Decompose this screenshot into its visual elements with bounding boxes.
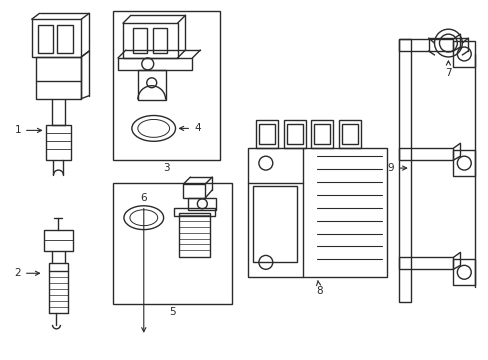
Text: 5: 5 <box>169 307 176 317</box>
Bar <box>48 264 68 271</box>
Text: 6: 6 <box>140 193 147 332</box>
Text: 9: 9 <box>387 163 406 173</box>
Bar <box>38 25 53 53</box>
Bar <box>36 57 81 99</box>
Bar <box>32 19 81 57</box>
Bar <box>138 70 165 100</box>
Text: 3: 3 <box>163 163 169 173</box>
Bar <box>247 148 386 277</box>
Bar <box>152 28 166 53</box>
Bar <box>255 121 277 148</box>
Bar <box>178 213 210 257</box>
Bar <box>452 41 474 67</box>
Bar <box>452 260 474 285</box>
Bar <box>173 208 215 216</box>
Bar <box>314 125 330 144</box>
Bar <box>113 183 232 304</box>
Bar <box>113 11 220 160</box>
Text: 1: 1 <box>15 125 41 135</box>
Bar <box>57 25 73 53</box>
Bar <box>311 121 333 148</box>
Bar <box>452 150 474 176</box>
Bar <box>283 121 305 148</box>
Text: 8: 8 <box>315 280 322 296</box>
Bar <box>188 198 216 210</box>
Bar <box>398 39 452 51</box>
Bar <box>342 125 357 144</box>
Bar <box>252 186 296 262</box>
Bar <box>286 125 302 144</box>
Bar <box>45 125 71 160</box>
Bar <box>398 39 410 302</box>
Bar <box>398 148 452 160</box>
Text: 7: 7 <box>444 61 451 78</box>
Bar <box>122 23 177 58</box>
Bar <box>133 28 146 53</box>
Bar <box>43 230 73 251</box>
Bar <box>398 257 452 269</box>
Bar <box>183 184 205 198</box>
Bar <box>339 121 360 148</box>
Text: 4: 4 <box>179 123 200 134</box>
Bar <box>118 58 192 70</box>
Text: 2: 2 <box>15 268 40 278</box>
Bar <box>258 125 274 144</box>
